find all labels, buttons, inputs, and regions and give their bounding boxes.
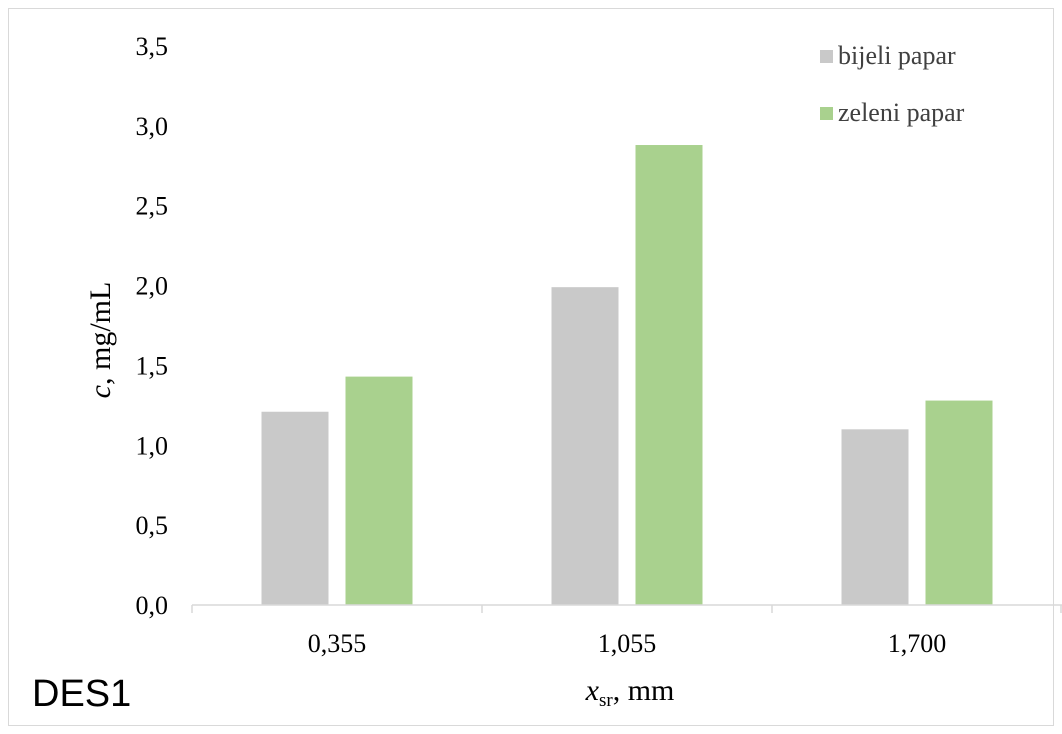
bar-series2 bbox=[345, 376, 413, 605]
bar-series1 bbox=[261, 411, 329, 605]
y-axis-ticks: 0,0 0,5 1,0 1,5 2,0 2,5 3,0 3,5 bbox=[136, 32, 169, 620]
bars bbox=[261, 145, 993, 605]
y-tick-label: 3,0 bbox=[136, 112, 169, 141]
y-tick-label: 1,0 bbox=[136, 431, 169, 460]
x-axis-label-var: x bbox=[585, 674, 600, 707]
bar-series2 bbox=[635, 145, 703, 605]
x-axis-tick-marks bbox=[191, 605, 1062, 613]
x-axis-label-subscript: sr bbox=[599, 690, 613, 711]
y-tick-label: 0,0 bbox=[136, 591, 169, 620]
bar-series2 bbox=[925, 400, 993, 605]
y-tick-label: 3,5 bbox=[136, 32, 169, 61]
y-tick-label: 2,5 bbox=[136, 192, 169, 221]
legend-label: zeleni papar bbox=[838, 98, 965, 127]
y-axis-label-var: c bbox=[84, 385, 117, 398]
x-tick-label: 1,055 bbox=[598, 629, 657, 658]
legend: bijeli papar zeleni papar bbox=[820, 41, 965, 127]
bar-series1 bbox=[841, 429, 909, 605]
panel-label: DES1 bbox=[32, 673, 132, 715]
legend-swatch bbox=[820, 107, 833, 120]
y-tick-label: 2,0 bbox=[136, 272, 169, 301]
x-axis-label-unit: , mm bbox=[613, 674, 675, 707]
x-axis-label: xsr, mm bbox=[585, 674, 675, 711]
legend-label: bijeli papar bbox=[838, 41, 956, 70]
legend-swatch bbox=[820, 50, 833, 63]
x-axis-ticks: 0,355 1,055 1,700 bbox=[308, 629, 947, 658]
chart-frame bbox=[8, 8, 1054, 726]
y-tick-label: 0,5 bbox=[136, 511, 169, 540]
y-tick-label: 1,5 bbox=[136, 351, 169, 380]
y-axis-label: c, mg/mL bbox=[84, 282, 117, 399]
y-axis-label-unit: , mg/mL bbox=[84, 282, 117, 385]
x-tick-label: 1,700 bbox=[888, 629, 947, 658]
bar-series1 bbox=[551, 287, 619, 605]
x-tick-label: 0,355 bbox=[308, 629, 367, 658]
